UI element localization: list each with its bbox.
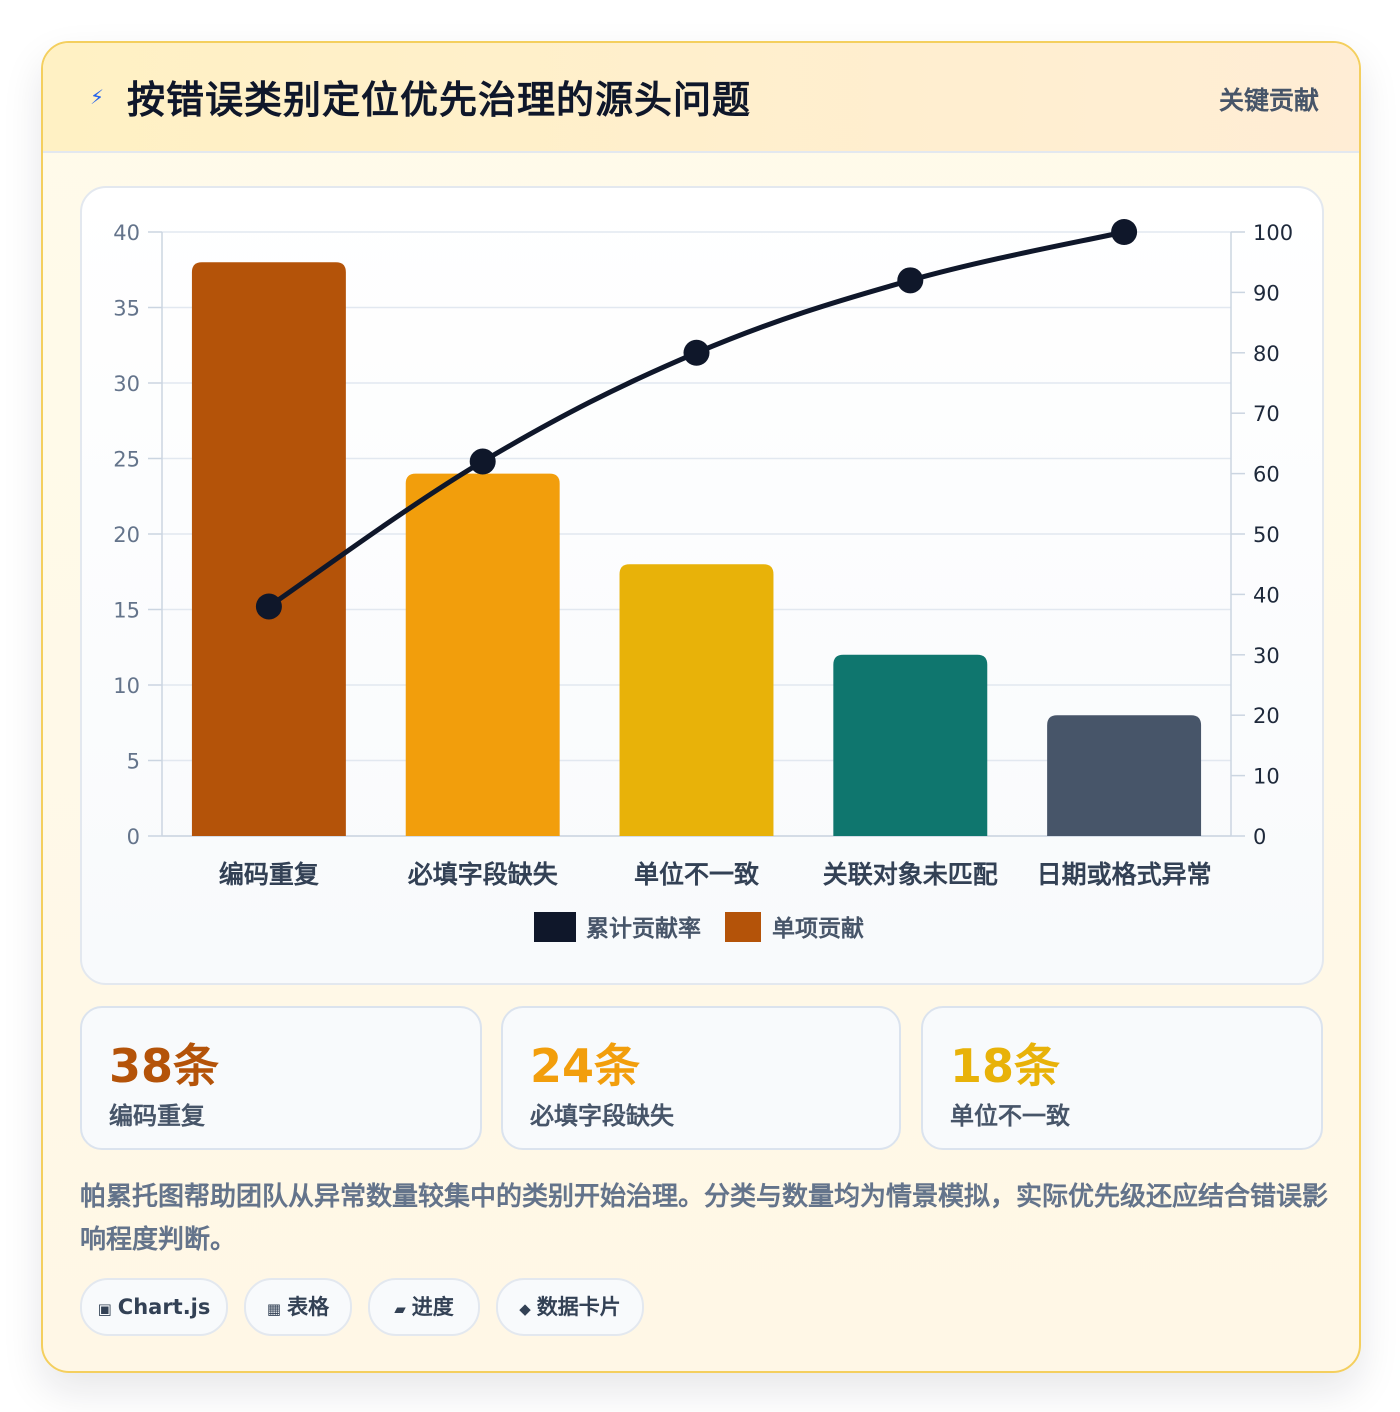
stat-card-2: 24条 必填字段缺失 [501, 1006, 901, 1150]
y-tick-label: 15 [113, 599, 140, 623]
y-tick-label: 40 [113, 221, 140, 245]
y2-tick-label: 20 [1253, 704, 1280, 728]
bar [191, 262, 346, 836]
table-icon: ▦ [266, 1300, 282, 1318]
y2-tick-label: 30 [1253, 644, 1280, 668]
cumulative-point [683, 339, 710, 366]
tag-label: 表格 [287, 1295, 330, 1319]
x-tick-label: 编码重复 [219, 860, 320, 889]
pareto-chart-panel: 0 5 10 15 20 25 30 35 40 0 10 20 30 40 50 60 70 80 90 100 编码… [80, 186, 1324, 985]
tag-label: 数据卡片 [536, 1295, 621, 1319]
tag-data-card[interactable]: ◆ 数据卡片 [496, 1278, 644, 1336]
cumulative-point [255, 593, 282, 620]
bar [1047, 715, 1202, 836]
progress-icon: ▰ [394, 1300, 406, 1318]
card-header: ⚡ 按错误类别定位优先治理的源头问题 关键贡献 [43, 43, 1359, 153]
pareto-chart: 0 5 10 15 20 25 30 35 40 0 10 20 30 40 50 60 70 80 90 100 编码… [113, 219, 1293, 942]
stat-value: 24条 [530, 1039, 641, 1093]
tag-label: Chart.js [117, 1295, 211, 1319]
y2-tick-label: 80 [1253, 342, 1280, 366]
bar [405, 473, 560, 836]
tag-table[interactable]: ▦ 表格 [244, 1278, 352, 1336]
y-tick-label: 20 [113, 523, 140, 547]
tag-progress[interactable]: ▰ 进度 [368, 1278, 480, 1336]
legend-label-cumulative: 累计贡献率 [586, 915, 701, 942]
legend-swatch-bar [725, 912, 761, 942]
y2-tick-label: 40 [1253, 583, 1280, 607]
stat-label: 编码重复 [109, 1102, 205, 1130]
tag-chartjs[interactable]: ▣ Chart.js [80, 1278, 228, 1336]
x-tick-label: 日期或格式异常 [1037, 860, 1212, 889]
y-tick-label: 10 [113, 674, 140, 698]
legend-label-bar: 单项贡献 [772, 916, 864, 942]
y-tick-label: 30 [113, 372, 140, 396]
legend-swatch-cumulative [534, 912, 576, 942]
y-tick-label: 5 [127, 750, 140, 774]
y2-tick-label: 60 [1253, 463, 1280, 487]
chart-card: ⚡ 按错误类别定位优先治理的源头问题 关键贡献 0 5 10 15 20 25 30 35 40… [41, 41, 1361, 1373]
bar [619, 564, 774, 836]
diamond-icon: ◆ [519, 1300, 531, 1318]
x-tick-label: 必填字段缺失 [408, 860, 559, 889]
y2-tick-label: 70 [1253, 402, 1280, 426]
tag-label: 进度 [411, 1295, 454, 1319]
x-tick-label: 关联对象未匹配 [823, 860, 998, 889]
key-contribution-badge: 关键贡献 [1218, 86, 1319, 115]
y2-tick-label: 90 [1253, 281, 1280, 305]
y-tick-label: 25 [113, 448, 140, 472]
y2-tick-label: 100 [1253, 221, 1293, 245]
bar [833, 654, 988, 836]
lightning-icon: ⚡ [89, 85, 105, 109]
chart-note: 帕累托图帮助团队从异常数量较集中的类别开始治理。分类与数量均为情景模拟，实际优先… [80, 1182, 1329, 1255]
cumulative-line [267, 229, 1125, 609]
cumulative-point [469, 448, 496, 475]
stat-label: 单位不一致 [950, 1102, 1070, 1130]
cumulative-point [897, 267, 924, 294]
x-tick-label: 单位不一致 [634, 860, 760, 889]
y-tick-label: 0 [127, 825, 140, 849]
stat-value: 38条 [109, 1039, 220, 1093]
y-tick-label: 35 [113, 297, 140, 321]
y2-tick-label: 50 [1253, 523, 1280, 547]
cumulative-point [1111, 219, 1138, 245]
card-title: 按错误类别定位优先治理的源头问题 [127, 78, 752, 122]
chart-icon: ▣ [97, 1300, 112, 1318]
y2-tick-label: 10 [1253, 765, 1280, 789]
y2-tick-label: 0 [1253, 825, 1266, 849]
stat-label: 必填字段缺失 [530, 1102, 674, 1130]
stat-card-3: 18条 单位不一致 [921, 1006, 1323, 1150]
stat-value: 18条 [950, 1039, 1061, 1093]
stat-card-1: 38条 编码重复 [80, 1006, 482, 1150]
